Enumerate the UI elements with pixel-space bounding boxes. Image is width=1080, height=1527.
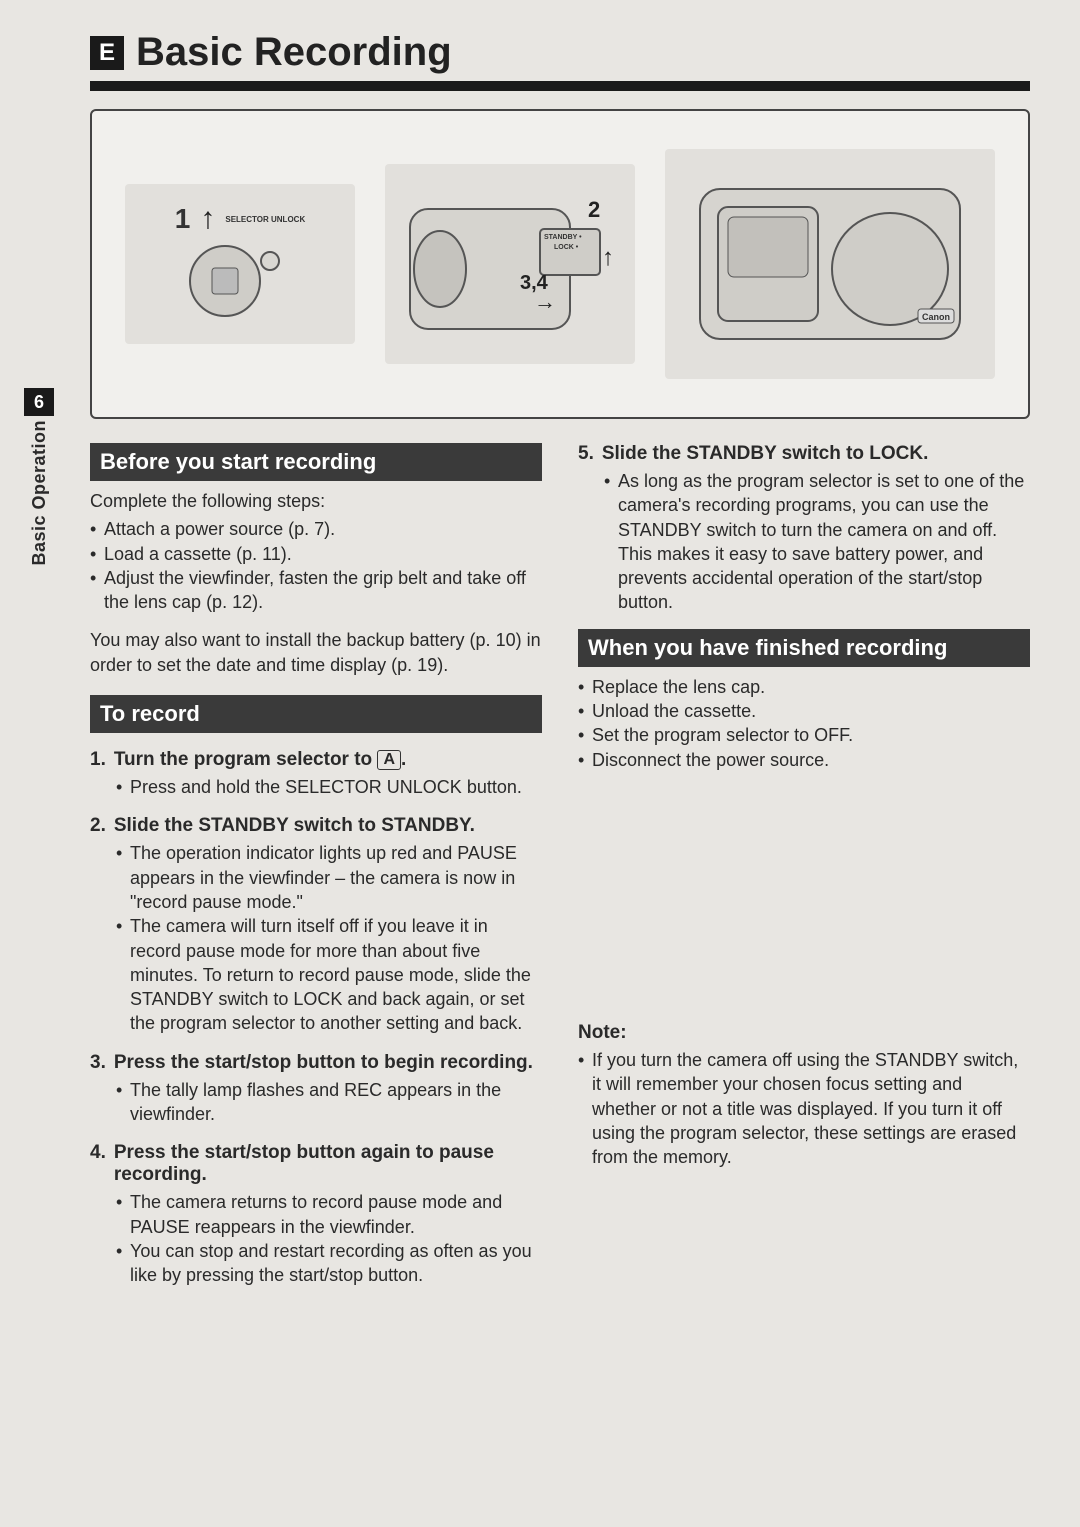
step-2-subs: The operation indicator lights up red an… — [90, 841, 542, 1035]
step-number: 3. — [90, 1052, 106, 1074]
list-item: The camera will turn itself off if you l… — [116, 914, 542, 1035]
note-heading: Note: — [578, 1022, 1030, 1044]
step-4-head: 4. Press the start/stop button again to … — [90, 1142, 542, 1186]
side-tab: 6 Basic Operation — [24, 388, 54, 566]
section-finished-recording: When you have finished recording — [578, 629, 1030, 667]
list-item: The tally lamp flashes and REC appears i… — [116, 1078, 542, 1127]
list-item: Attach a power source (p. 7). — [90, 517, 542, 541]
svg-text:Canon: Canon — [922, 312, 950, 322]
section-to-record: To record — [90, 695, 542, 733]
list-item: Disconnect the power source. — [578, 748, 1030, 772]
step-1-text-pre: Turn the program selector to — [114, 749, 378, 770]
list-item: Set the program selector to OFF. — [578, 723, 1030, 747]
step-1-subs: Press and hold the SELECTOR UNLOCK butto… — [90, 775, 542, 799]
step-2-text: Slide the STANDBY switch to STANDBY. — [114, 815, 542, 837]
step-1-text-post: . — [401, 749, 406, 770]
section-letter-box: E — [90, 36, 124, 70]
svg-text:↑: ↑ — [602, 244, 614, 271]
list-item: Replace the lens cap. — [578, 675, 1030, 699]
right-column: 5. Slide the STANDBY switch to LOCK. As … — [578, 443, 1030, 1294]
note-bullets: If you turn the camera off using the STA… — [578, 1048, 1030, 1169]
svg-text:2: 2 — [588, 197, 600, 222]
step-4-text: Press the start/stop button again to pau… — [114, 1142, 542, 1186]
figure-panel-right: Canon — [665, 149, 995, 379]
backup-note: You may also want to install the backup … — [90, 628, 542, 677]
step-5-subs: As long as the program selector is set t… — [578, 469, 1030, 615]
section-before-recording: Before you start recording — [90, 443, 542, 481]
list-item: Adjust the viewfinder, fasten the grip b… — [90, 566, 542, 615]
list-item: The camera returns to record pause mode … — [116, 1190, 542, 1239]
step-5-head: 5. Slide the STANDBY switch to LOCK. — [578, 443, 1030, 465]
svg-text:LOCK •: LOCK • — [554, 244, 579, 251]
content-columns: Before you start recording Complete the … — [90, 443, 1030, 1294]
svg-text:→: → — [534, 289, 556, 314]
page-title-row: E Basic Recording — [90, 30, 1030, 75]
prep-bullets: Attach a power source (p. 7). Load a cas… — [90, 517, 542, 614]
list-item: Unload the cassette. — [578, 699, 1030, 723]
list-item: The operation indicator lights up red an… — [116, 841, 542, 914]
step-4-subs: The camera returns to record pause mode … — [90, 1190, 542, 1287]
step-2-head: 2. Slide the STANDBY switch to STANDBY. — [90, 815, 542, 837]
figure-panel-mid: 2 ↑ 3,4 → STANDBY • LOCK • — [385, 164, 635, 364]
camcorder-rear-illustration: Canon — [670, 159, 990, 369]
side-tab-label: Basic Operation — [29, 420, 50, 566]
finish-bullets: Replace the lens cap. Unload the cassett… — [578, 675, 1030, 772]
svg-text:STANDBY •: STANDBY • — [544, 234, 582, 241]
step-3-text: Press the start/stop button to begin rec… — [114, 1052, 542, 1074]
title-rule — [90, 81, 1030, 91]
step-number: 2. — [90, 815, 106, 837]
list-item: Load a cassette (p. 11). — [90, 542, 542, 566]
figure-1-number: 1 — [175, 203, 191, 235]
step-5-text: Slide the STANDBY switch to LOCK. — [602, 443, 1030, 465]
step-3-head: 3. Press the start/stop button to begin … — [90, 1052, 542, 1074]
intro-text: Complete the following steps: — [90, 489, 542, 513]
list-item: As long as the program selector is set t… — [604, 469, 1030, 615]
selector-dial-illustration — [170, 236, 310, 326]
camcorder-side-illustration: 2 ↑ 3,4 → STANDBY • LOCK • — [390, 169, 630, 359]
side-tab-number: 6 — [24, 388, 54, 416]
step-3-subs: The tally lamp flashes and REC appears i… — [90, 1078, 542, 1127]
arrow-up-icon: ↑ — [200, 202, 215, 236]
list-item: You can stop and restart recording as of… — [116, 1239, 542, 1288]
step-1-head: 1. Turn the program selector to A. — [90, 749, 542, 771]
figure-panel-1: 1 ↑ SELECTOR UNLOCK — [125, 184, 355, 344]
figure-1-label: SELECTOR UNLOCK — [225, 215, 305, 224]
left-column: Before you start recording Complete the … — [90, 443, 542, 1294]
step-number: 4. — [90, 1142, 106, 1186]
step-number: 5. — [578, 443, 594, 465]
step-number: 1. — [90, 749, 106, 771]
list-item: Press and hold the SELECTOR UNLOCK butto… — [116, 775, 542, 799]
figure-area: 1 ↑ SELECTOR UNLOCK 2 ↑ 3,4 → STANDBY • … — [90, 109, 1030, 419]
program-selector-a-icon: A — [377, 750, 401, 770]
page-title: Basic Recording — [136, 30, 452, 75]
list-item: If you turn the camera off using the STA… — [578, 1048, 1030, 1169]
